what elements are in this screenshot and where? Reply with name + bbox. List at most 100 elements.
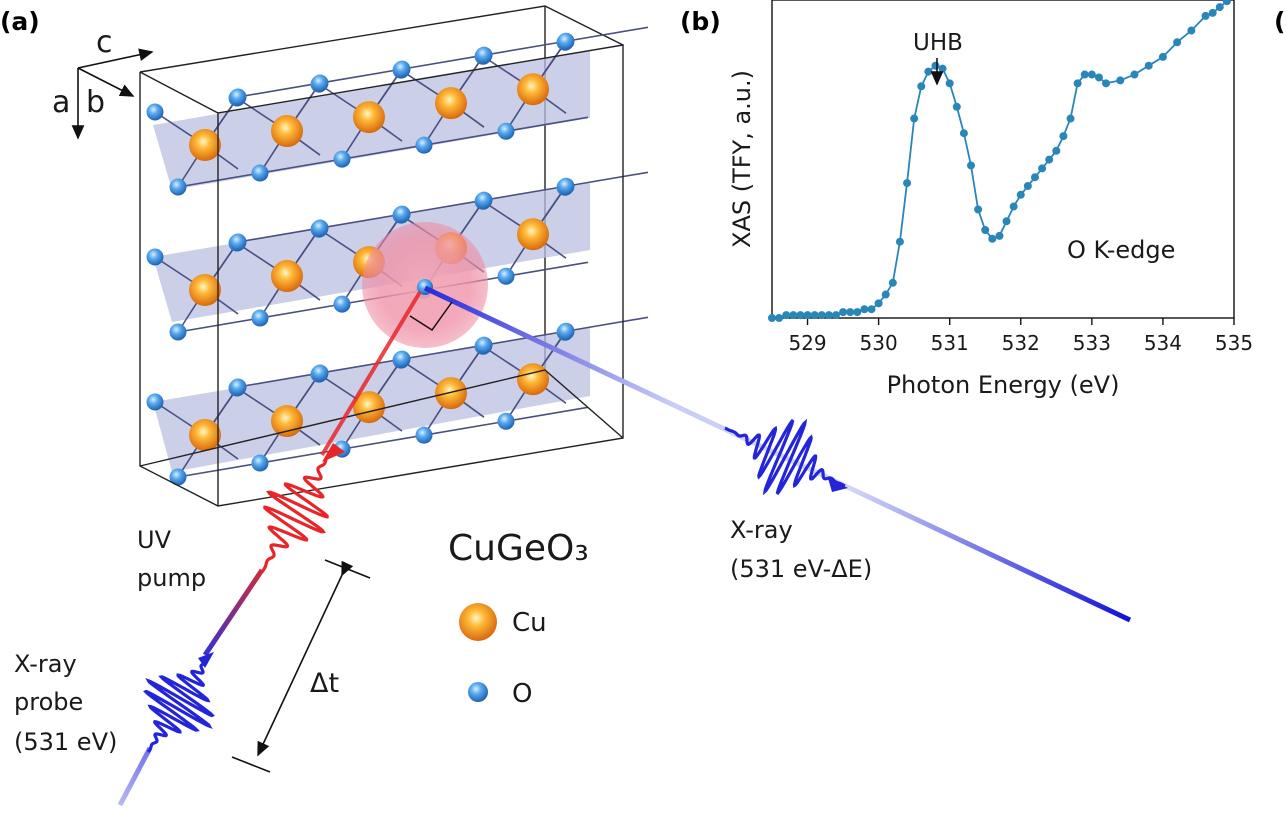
copper-atom — [353, 101, 385, 134]
x-axis-label: Photon Energy (eV) — [887, 371, 1120, 399]
x-axis-ticks: 529 530 531 532 533 534 535 — [788, 318, 1253, 355]
panel-label-b: (b) — [680, 7, 721, 36]
oxygen-atom — [146, 248, 164, 266]
xas-data-point — [775, 314, 784, 322]
right-angle-marker — [409, 301, 453, 332]
copper-atom — [189, 129, 221, 161]
oxygen-atom — [497, 267, 515, 285]
panel-label-c-partial: ( — [1274, 7, 1285, 36]
xas-data-point — [1080, 70, 1089, 79]
uhb-annotation: UHB — [913, 30, 963, 56]
copper-atom — [435, 377, 467, 410]
crystal-box-front — [139, 44, 624, 507]
b-axis-arrow — [77, 67, 135, 97]
out-label-line1: X-ray — [730, 516, 793, 544]
panel-a: (a) c a b — [0, 5, 1132, 807]
xas-data-point — [1215, 3, 1224, 12]
uv-label-line1: UV — [137, 526, 172, 554]
xas-data-point — [981, 226, 990, 234]
oxygen-atom — [333, 150, 351, 168]
xas-data-point — [967, 161, 976, 170]
probe-arrowhead — [198, 652, 214, 668]
oxygen-atom — [415, 136, 433, 154]
probe-label-line2: probe — [14, 688, 83, 716]
xas-data-point — [903, 179, 912, 188]
x-tick-label: 532 — [1002, 331, 1040, 355]
bond — [483, 330, 567, 346]
bond — [237, 227, 321, 243]
xas-data-point — [924, 67, 933, 76]
xray-out-wavepacket — [724, 418, 846, 496]
oxygen-atom — [251, 454, 269, 472]
panel-label-a: (a) — [0, 7, 40, 36]
xas-data-point — [789, 311, 798, 320]
xas-data-point — [874, 299, 883, 308]
bond — [423, 130, 507, 146]
copper-atom — [517, 363, 549, 396]
x-tick-label: 530 — [860, 331, 898, 355]
oxygen-atom — [333, 295, 351, 313]
copper-atom — [517, 73, 549, 106]
oxygen-atom — [169, 323, 187, 341]
probe-label-line3: (531 eV) — [14, 728, 117, 756]
xas-data-point — [952, 102, 961, 111]
bond — [565, 26, 649, 43]
xas-data-point — [945, 79, 954, 88]
xas-data-point — [917, 82, 926, 91]
oxygen-atom — [393, 60, 411, 78]
oxygen-atom — [393, 205, 411, 223]
delay-label: Δt — [310, 668, 339, 699]
y-axis-label: XAS (TFY, a.u.) — [728, 70, 756, 248]
oxygen-atom — [475, 191, 493, 209]
axis-label-b: b — [86, 85, 105, 120]
legend-cu-atom — [459, 603, 497, 641]
xas-data-point — [1116, 76, 1125, 85]
bond — [319, 68, 403, 84]
xas-data-point — [1045, 155, 1054, 164]
bond — [177, 172, 261, 188]
incoming-xray-beam-tail — [117, 746, 153, 807]
oxygen-atom — [146, 393, 164, 411]
legend-cu-label: Cu — [512, 608, 547, 638]
panel-b: (b) 529 530 531 532 533 534 535 Photon Energy … — [680, 0, 1253, 399]
oxygen-atom — [557, 177, 575, 195]
bond — [401, 54, 485, 70]
xas-data-point — [1102, 79, 1111, 88]
xas-data-point — [995, 231, 1004, 240]
xas-data-point — [831, 311, 840, 320]
xas-data-point — [1094, 73, 1103, 82]
bond — [341, 434, 425, 450]
xas-series-line — [772, 0, 1228, 319]
x-tick-label: 531 — [931, 331, 969, 355]
xas-data-point — [1030, 173, 1039, 182]
uv-beam-in-crystal — [320, 290, 422, 457]
xas-data-point — [974, 205, 983, 214]
xas-data-point — [938, 64, 947, 73]
bond — [565, 171, 649, 188]
copper-atom — [435, 87, 467, 120]
oxygen-atom — [497, 122, 515, 140]
oxygen-atom — [251, 309, 269, 327]
bond — [259, 158, 343, 174]
bond — [237, 82, 321, 98]
copper-atom — [189, 419, 221, 451]
oxygen-atom — [311, 74, 329, 92]
xas-data-point — [1059, 132, 1068, 141]
xas-data-point — [959, 129, 968, 138]
xas-data-point — [1016, 190, 1025, 199]
oxygen-atom — [475, 336, 493, 354]
xas-data-point — [931, 61, 940, 70]
out-arrowhead — [828, 478, 848, 492]
bond — [177, 317, 261, 333]
xas-data-point — [817, 311, 826, 320]
oxygen-atom — [229, 88, 247, 106]
xas-data-point — [1066, 114, 1075, 123]
bond — [401, 199, 485, 215]
xas-data-point — [1208, 8, 1217, 17]
xas-data-point — [1038, 164, 1047, 173]
bond — [177, 462, 261, 478]
xas-data-point — [846, 308, 855, 317]
copper-atom — [189, 274, 221, 306]
xas-data-point — [895, 237, 904, 246]
legend-o-atom — [468, 682, 488, 702]
